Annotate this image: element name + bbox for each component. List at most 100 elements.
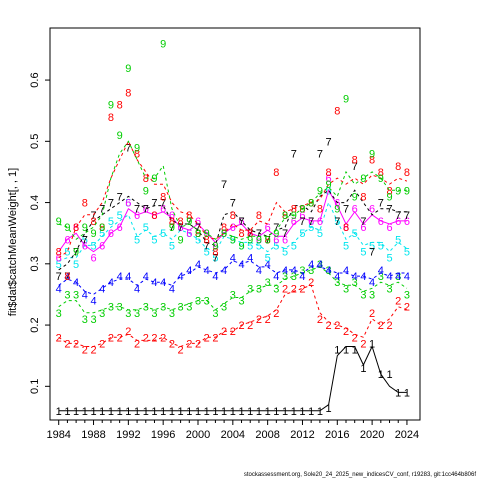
series-2-point: 2 bbox=[134, 338, 140, 350]
x-tick-label: 2020 bbox=[360, 429, 384, 441]
series-6-point: 6 bbox=[326, 173, 332, 185]
series-1-point: 1 bbox=[204, 406, 210, 418]
series-3-point: 3 bbox=[238, 296, 244, 308]
x-tick-label: 2000 bbox=[186, 429, 210, 441]
series-7-point: 7 bbox=[117, 191, 123, 203]
series-6-point: 6 bbox=[238, 216, 244, 228]
series-9-point: 9 bbox=[230, 234, 236, 246]
series-4-point: 4 bbox=[125, 271, 131, 283]
series-8-point: 8 bbox=[299, 204, 305, 216]
series-9-point: 9 bbox=[134, 142, 140, 154]
series-3-point: 3 bbox=[230, 289, 236, 301]
series-3-point: 3 bbox=[221, 302, 227, 314]
series-5-point: 5 bbox=[143, 222, 149, 234]
series-8-point: 8 bbox=[204, 234, 210, 246]
series-3-point: 3 bbox=[195, 296, 201, 308]
series-2-point: 2 bbox=[378, 320, 384, 332]
series-6-point: 6 bbox=[117, 222, 123, 234]
series-5-point: 5 bbox=[108, 216, 114, 228]
series-3-point: 3 bbox=[117, 302, 123, 314]
series-4-point: 4 bbox=[334, 271, 340, 283]
series-4-point: 4 bbox=[143, 271, 149, 283]
series-4-point: 4 bbox=[151, 277, 157, 289]
series-7-point: 7 bbox=[73, 247, 79, 259]
series-4-point: 4 bbox=[195, 259, 201, 271]
series-4-point: 4 bbox=[238, 259, 244, 271]
x-tick-label: 2004 bbox=[221, 429, 245, 441]
x-tick-label: 1996 bbox=[151, 429, 175, 441]
series-8-point: 8 bbox=[212, 247, 218, 259]
series-5-point: 5 bbox=[64, 247, 70, 259]
series-3-fit-line bbox=[58, 266, 408, 314]
series-8-point: 8 bbox=[117, 100, 123, 112]
series-7-point: 7 bbox=[352, 161, 358, 173]
series-1-point: 1 bbox=[326, 403, 332, 415]
series-7-point: 7 bbox=[273, 222, 279, 234]
series-9-fit-line bbox=[58, 140, 407, 240]
series-4-point: 4 bbox=[317, 259, 323, 271]
series-8-point: 8 bbox=[143, 173, 149, 185]
series-6-point: 6 bbox=[386, 222, 392, 234]
series-8-point: 8 bbox=[360, 191, 366, 203]
series-3-point: 3 bbox=[143, 302, 149, 314]
series-3-point: 3 bbox=[186, 302, 192, 314]
series-5-point: 5 bbox=[195, 234, 201, 246]
series-2-point: 2 bbox=[308, 277, 314, 289]
series-6-point: 6 bbox=[247, 228, 253, 240]
series-7-point: 7 bbox=[90, 210, 96, 222]
series-3-point: 3 bbox=[291, 271, 297, 283]
series-8-point: 8 bbox=[108, 112, 114, 124]
series-2-point: 2 bbox=[352, 332, 358, 344]
series-6-point: 6 bbox=[169, 210, 175, 222]
series-6-point: 6 bbox=[282, 234, 288, 246]
series-8-point: 8 bbox=[343, 222, 349, 234]
series-3-point: 3 bbox=[317, 259, 323, 271]
series-9-point: 9 bbox=[352, 191, 358, 203]
series-6-point: 6 bbox=[317, 216, 323, 228]
series-3-point: 3 bbox=[360, 289, 366, 301]
series-9-point: 9 bbox=[186, 216, 192, 228]
series-7-fit-line bbox=[58, 189, 407, 271]
series-5-point: 5 bbox=[125, 198, 131, 210]
series-8-point: 8 bbox=[273, 167, 279, 179]
series-1-point: 1 bbox=[343, 345, 349, 357]
series-5-point: 5 bbox=[352, 228, 358, 240]
series-9-point: 9 bbox=[212, 240, 218, 252]
series-6-point: 6 bbox=[308, 216, 314, 228]
series-2-point: 2 bbox=[343, 326, 349, 338]
x-tick-label: 1988 bbox=[81, 429, 105, 441]
series-4-point: 4 bbox=[186, 265, 192, 277]
series-9-point: 9 bbox=[178, 234, 184, 246]
series-5-point: 5 bbox=[343, 240, 349, 252]
series-5-point: 5 bbox=[247, 240, 253, 252]
series-5-point: 5 bbox=[82, 234, 88, 246]
series-1-point: 1 bbox=[90, 406, 96, 418]
series-3-point: 3 bbox=[134, 308, 140, 320]
series-6-point: 6 bbox=[395, 216, 401, 228]
series-7-point: 7 bbox=[282, 228, 288, 240]
series-4-point: 4 bbox=[265, 259, 271, 271]
series-8-point: 8 bbox=[352, 155, 358, 167]
series-9-point: 9 bbox=[386, 191, 392, 203]
series-2-point: 2 bbox=[221, 326, 227, 338]
series-8-point: 8 bbox=[386, 185, 392, 197]
series-3-point: 3 bbox=[90, 314, 96, 326]
series-4-point: 4 bbox=[99, 283, 105, 295]
series-2-point: 2 bbox=[247, 320, 253, 332]
series-2-point: 2 bbox=[186, 338, 192, 350]
series-1-point: 1 bbox=[386, 369, 392, 381]
series-9-point: 9 bbox=[108, 100, 114, 112]
series-5-point: 5 bbox=[151, 234, 157, 246]
series-6-point: 6 bbox=[343, 222, 349, 234]
series-7-point: 7 bbox=[291, 149, 297, 161]
series-4-point: 4 bbox=[160, 277, 166, 289]
series-8-point: 8 bbox=[404, 167, 410, 179]
series-2-point: 2 bbox=[395, 296, 401, 308]
series-8-point: 8 bbox=[378, 167, 384, 179]
series-5-point: 5 bbox=[378, 240, 384, 252]
series-2-point: 2 bbox=[82, 345, 88, 357]
